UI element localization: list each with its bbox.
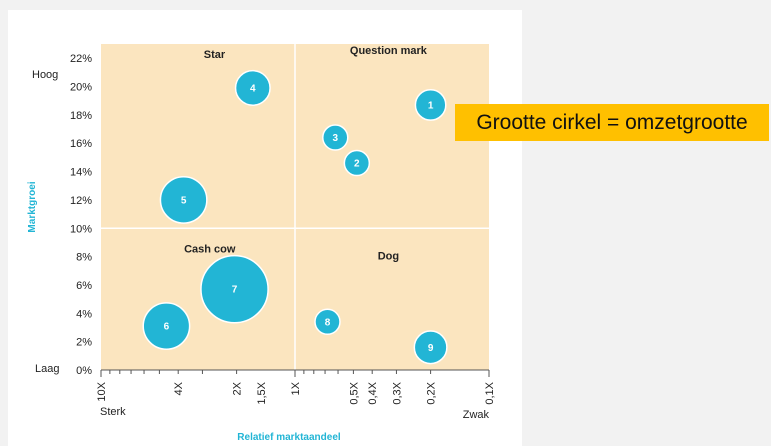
y-end-label-bottom: Laag (35, 363, 59, 375)
bubble (142, 302, 191, 351)
x-tick-label: 0,3X (391, 381, 403, 404)
x-end-label-right: Zwak (463, 409, 490, 421)
y-axis: 0% 2% 4% 6% 8% 10% 12% 14% 16% 18% 20% 22% (70, 53, 92, 377)
bubble-label: 5 (181, 195, 187, 206)
x-tick-label: 1X (290, 381, 302, 395)
y-tick-label: 2% (76, 337, 92, 349)
x-tick-label: 0,4X (367, 381, 379, 404)
x-tick-label: 1,5X (256, 381, 268, 404)
bubble (343, 149, 371, 177)
y-tick-label: 18% (70, 110, 92, 122)
bubble (314, 308, 341, 336)
y-end-label-top: Hoog (32, 69, 58, 81)
chart-card: Star Question mark Cash cow Dog 1 2 3 4 5 6 7 8 9 0… (8, 10, 522, 446)
y-tick-label: 20% (70, 82, 92, 94)
y-tick-label: 6% (76, 280, 92, 292)
bubble (414, 89, 447, 121)
quadrant-label: Cash cow (184, 243, 236, 255)
y-tick-label: 8% (76, 252, 92, 264)
y-tick-label: 10% (70, 223, 92, 235)
bubble-label: 1 (428, 100, 434, 111)
bubble-label: 8 (325, 317, 331, 328)
y-tick-label: 4% (76, 308, 92, 320)
bubble (200, 254, 269, 324)
bubble-label: 4 (250, 83, 256, 94)
bubble (322, 124, 349, 151)
bubble-label: 3 (332, 133, 338, 144)
y-tick-label: 14% (70, 167, 92, 179)
bcg-matrix-chart: Star Question mark Cash cow Dog 1 2 3 4 5 6 7 8 9 0… (27, 44, 496, 443)
bubble (234, 69, 271, 106)
y-tick-label: 0% (76, 365, 92, 377)
x-tick-label: 4X (173, 381, 185, 395)
bubble (413, 330, 448, 365)
x-tick-label: 0,2X (426, 381, 438, 404)
bubble-label: 2 (354, 159, 360, 170)
y-axis-title: Marktgroei (27, 181, 38, 232)
x-tick-label: 2X (232, 381, 244, 395)
y-tick-label: 16% (70, 138, 92, 150)
bubble (159, 175, 208, 224)
x-tick-label: 10X (96, 381, 108, 401)
bubble-label: 9 (428, 343, 434, 354)
bubble-label: 7 (232, 285, 238, 296)
bubble-size-note: Grootte cirkel = omzetgrootte (455, 104, 769, 141)
quadrant-dividers (101, 44, 489, 370)
bubble-label: 6 (164, 322, 170, 333)
bubbles: 1 2 3 4 5 6 7 8 9 (142, 69, 448, 365)
x-end-label-left: Sterk (100, 406, 126, 418)
x-tick-label: 0,1X (484, 381, 496, 404)
x-axis: 10X 4X 2X 1,5X 1X 0,5X 0,4X 0,3X 0,2X 0,1X (96, 369, 496, 405)
quadrant-label: Star (204, 49, 226, 61)
quadrant-label: Dog (378, 250, 399, 262)
quadrant-labels: Star Question mark Cash cow Dog (184, 45, 428, 263)
x-tick-label: 0,5X (348, 381, 360, 404)
y-tick-label: 12% (70, 195, 92, 207)
quadrant-label: Question mark (350, 45, 428, 57)
y-tick-label: 22% (70, 53, 92, 65)
x-axis-title: Relatief marktaandeel (237, 432, 341, 443)
